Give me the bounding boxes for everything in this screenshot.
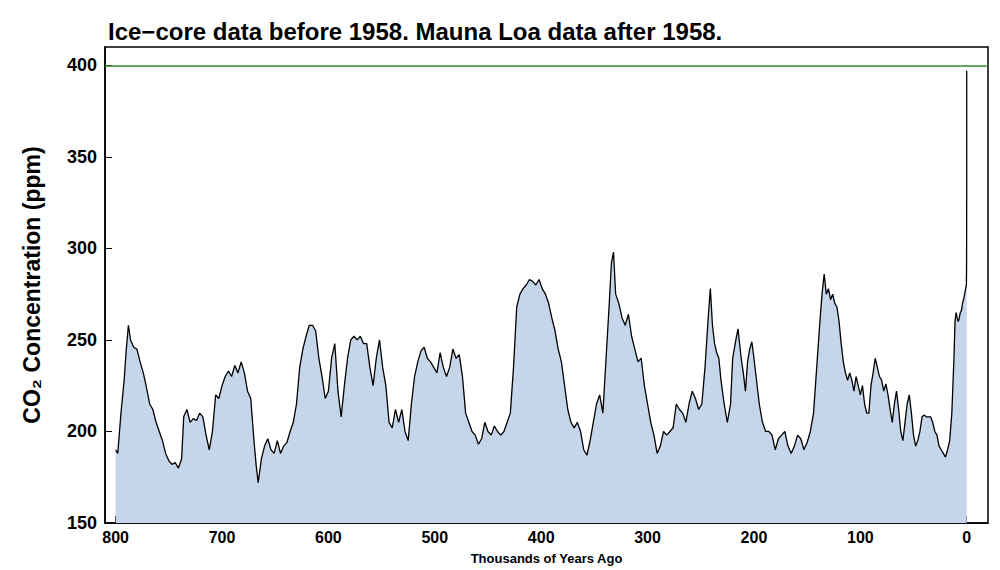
svg-text:300: 300	[67, 238, 97, 258]
svg-text:300: 300	[634, 529, 661, 546]
svg-text:500: 500	[421, 529, 448, 546]
svg-text:CO₂ Concentration (ppm): CO₂ Concentration (ppm)	[19, 146, 45, 423]
svg-text:100: 100	[847, 529, 874, 546]
svg-text:250: 250	[67, 330, 97, 350]
svg-text:700: 700	[209, 529, 236, 546]
svg-text:Thousands of Years Ago: Thousands of Years Ago	[471, 551, 623, 566]
svg-text:350: 350	[67, 147, 97, 167]
svg-text:200: 200	[741, 529, 768, 546]
svg-text:Ice−core data before 1958. Mau: Ice−core data before 1958. Mauna Loa dat…	[108, 18, 722, 45]
svg-text:0: 0	[962, 529, 971, 546]
svg-text:400: 400	[67, 55, 97, 75]
svg-text:200: 200	[67, 421, 97, 441]
svg-text:150: 150	[67, 513, 97, 533]
svg-text:800: 800	[102, 529, 129, 546]
svg-text:600: 600	[315, 529, 342, 546]
svg-text:400: 400	[528, 529, 555, 546]
